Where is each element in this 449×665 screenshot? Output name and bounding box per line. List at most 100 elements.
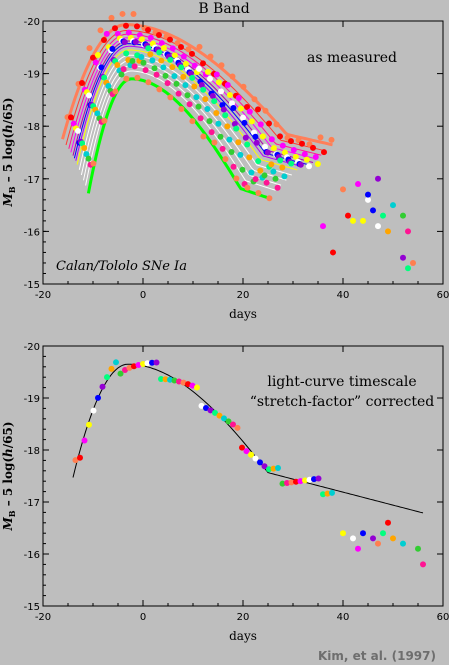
- data-point: [125, 29, 132, 36]
- data-point: [101, 74, 108, 81]
- chart-as-measured: -20 0 20 40 60 -15 -16 -17 -18 -19 -20 as measured…: [1, 10, 449, 321]
- data-point: [225, 418, 232, 425]
- y-tick-label: -18: [24, 446, 40, 457]
- data-point: [244, 184, 251, 191]
- data-point: [244, 103, 250, 110]
- data-point: [277, 133, 283, 140]
- data-point: [311, 476, 317, 483]
- data-point: [340, 186, 346, 193]
- y-tick-label: -16: [24, 550, 40, 561]
- data-point: [198, 82, 205, 89]
- data-point: [98, 64, 105, 71]
- data-point: [239, 444, 245, 451]
- data-point: [314, 161, 321, 168]
- data-point: [390, 535, 396, 542]
- data-point: [211, 98, 218, 105]
- data-point: [121, 39, 128, 46]
- data-point: [241, 119, 248, 126]
- data-point: [410, 259, 416, 266]
- data-point: [112, 25, 118, 32]
- data-point: [90, 54, 96, 61]
- data-point: [129, 58, 136, 65]
- data-point: [167, 376, 173, 383]
- data-point: [184, 92, 191, 99]
- data-point: [288, 479, 295, 486]
- data-point: [147, 34, 154, 41]
- data-point: [293, 478, 299, 485]
- data-point: [206, 118, 213, 125]
- data-point: [302, 477, 308, 484]
- data-point: [101, 37, 107, 44]
- data-point: [320, 491, 326, 498]
- data-point: [86, 92, 92, 99]
- annotation-subtitle: “stretch-factor” corrected: [250, 394, 435, 410]
- data-point: [270, 168, 277, 175]
- data-point: [301, 151, 308, 158]
- data-point: [174, 40, 181, 47]
- data-point: [142, 67, 149, 74]
- annotation-title: light-curve timescale: [267, 374, 416, 390]
- data-point: [229, 73, 236, 80]
- data-point: [261, 172, 268, 179]
- data-point: [138, 53, 145, 60]
- y-tick-label: -15: [24, 280, 40, 291]
- data-point: [156, 49, 163, 56]
- data-point: [99, 383, 106, 390]
- data-point: [400, 212, 406, 219]
- data-point: [108, 365, 115, 372]
- data-point: [204, 106, 211, 113]
- data-point: [145, 27, 151, 34]
- data-point: [178, 106, 185, 113]
- template-curve-line: [65, 30, 327, 152]
- data-point: [173, 80, 180, 87]
- chart-stretch-corrected: -20 0 20 40 60 -15 -16 -17 -18 -19 -20 light-curve…: [1, 342, 449, 643]
- data-point: [235, 94, 242, 101]
- data-point: [68, 114, 74, 121]
- data-point: [306, 163, 312, 170]
- data-point: [324, 490, 331, 497]
- data-point: [151, 65, 158, 72]
- data-point: [239, 166, 246, 173]
- data-point: [204, 68, 211, 75]
- data-point: [123, 22, 129, 29]
- data-point: [193, 94, 200, 101]
- data-point: [85, 155, 92, 162]
- axis-ticks: -20 0 20 40 60 -15 -16 -17 -18 -19 -20: [24, 17, 449, 301]
- data-point: [221, 415, 227, 422]
- data-point: [257, 121, 264, 128]
- data-point: [330, 249, 336, 256]
- data-point: [252, 133, 259, 140]
- y-tick-label: -18: [24, 122, 40, 133]
- data-point: [140, 360, 146, 367]
- data-point: [79, 79, 85, 86]
- data-point: [196, 65, 202, 72]
- data-point: [200, 60, 206, 67]
- data-point: [266, 466, 272, 473]
- data-point: [171, 73, 178, 80]
- x-tick-label: 60: [437, 290, 449, 301]
- data-point: [329, 489, 335, 496]
- data-point: [248, 118, 255, 125]
- data-point: [420, 561, 426, 568]
- data-point: [375, 540, 381, 547]
- data-point: [122, 366, 128, 373]
- data-point: [167, 56, 174, 63]
- data-point: [274, 184, 281, 191]
- data-point: [380, 212, 386, 219]
- data-point: [262, 143, 268, 150]
- data-point: [158, 40, 165, 47]
- data-point: [79, 140, 86, 147]
- x-tick-label: 0: [140, 290, 146, 301]
- credit-text: Kim, et al. (1997): [318, 649, 436, 663]
- data-point: [158, 375, 164, 382]
- data-point: [248, 169, 255, 176]
- data-point: [259, 133, 266, 140]
- data-point: [208, 129, 215, 136]
- data-point: [189, 382, 196, 389]
- data-point: [237, 105, 244, 112]
- data-point: [167, 94, 174, 101]
- data-point: [131, 363, 137, 370]
- data-point: [310, 144, 316, 151]
- data-point: [144, 360, 151, 367]
